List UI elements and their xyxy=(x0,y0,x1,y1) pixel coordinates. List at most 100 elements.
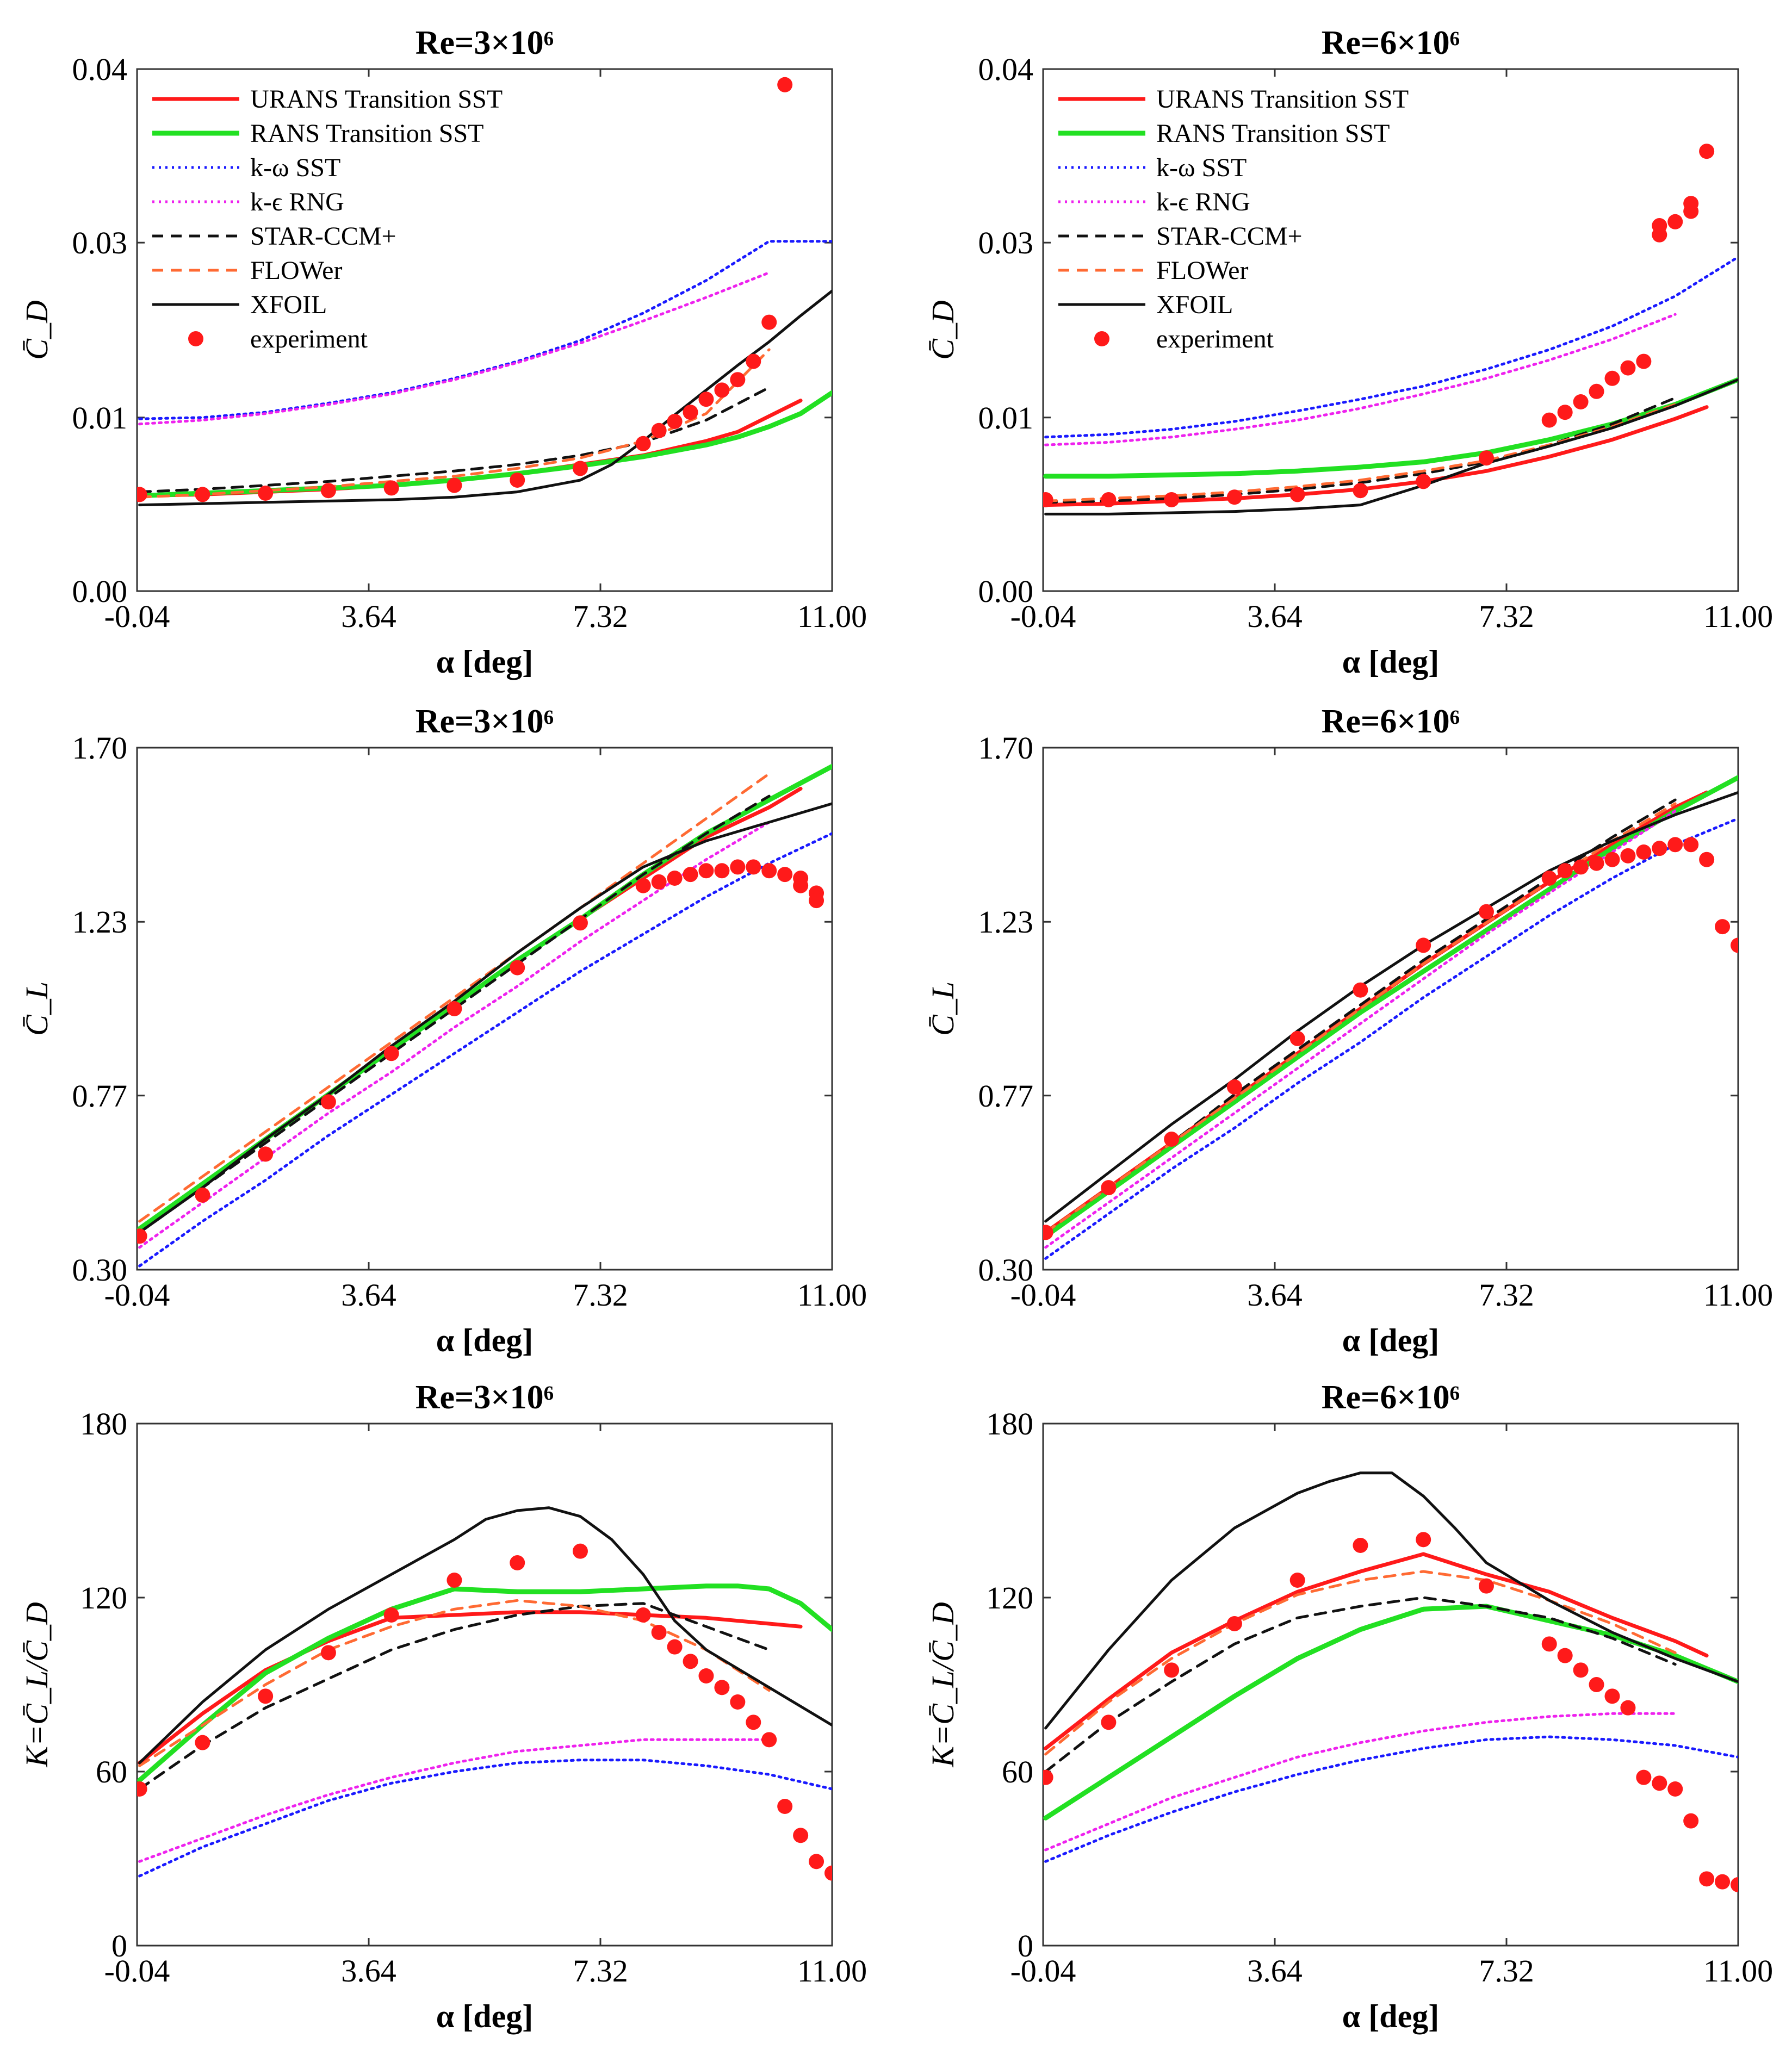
series-line-k-rng xyxy=(138,1738,771,1863)
experiment-point xyxy=(1289,1030,1305,1046)
series-line-k-rng xyxy=(138,821,771,1249)
experiment-point xyxy=(1557,405,1573,420)
x-tick-label: 3.64 xyxy=(1247,1277,1303,1313)
experiment-point xyxy=(1715,1874,1731,1890)
experiment-point xyxy=(1541,1636,1557,1652)
y-tick-label: 1.70 xyxy=(978,730,1034,766)
series-group xyxy=(137,763,832,1268)
legend-label: k-ω SST xyxy=(1156,153,1247,182)
experiment-point xyxy=(1573,394,1589,409)
x-tick-label: 11.00 xyxy=(1703,1953,1773,1989)
experiment-point xyxy=(730,859,746,875)
series-group xyxy=(137,77,832,507)
experiment-point xyxy=(1557,863,1573,879)
experiment-point xyxy=(510,1555,525,1570)
experiment-point xyxy=(1164,492,1180,507)
experiment-point xyxy=(1043,1225,1053,1240)
y-tick-label: 120 xyxy=(80,1580,127,1616)
experiment-point xyxy=(793,878,809,893)
experiment-point xyxy=(1604,370,1620,386)
series-line-k-sst xyxy=(138,240,832,420)
experiment-point xyxy=(1652,841,1667,856)
x-tick-label: 7.32 xyxy=(1479,1277,1534,1313)
series-line-rans-transition-sst xyxy=(1043,377,1738,479)
experiment-point xyxy=(1164,1662,1180,1678)
experiment-point xyxy=(1226,1616,1242,1631)
series-line-urans-transition-sst xyxy=(138,1610,803,1765)
legend-label: k-ω SST xyxy=(250,153,340,182)
chart-panel-1: -0.04 3.64 7.32 11.00 0.00 0.01 0.03 0.04 α [deg… xyxy=(19,24,867,680)
experiment-point xyxy=(1353,1538,1368,1553)
experiment-point xyxy=(137,1781,147,1797)
experiment-point xyxy=(1620,360,1636,376)
experiment-point xyxy=(1652,218,1667,233)
experiment-point xyxy=(1101,492,1117,507)
series-line-rans-transition-sst xyxy=(1043,775,1738,1239)
y-tick-label: 1.23 xyxy=(978,904,1034,940)
x-tick-label: 11.00 xyxy=(1703,599,1773,634)
y-tick-label: 0.04 xyxy=(72,52,128,87)
experiment-point xyxy=(1683,196,1699,212)
legend-label: URANS Transition SST xyxy=(1156,85,1409,114)
series-line-star-ccm- xyxy=(1044,1596,1677,1773)
x-tick-label: -0.04 xyxy=(1010,599,1076,634)
legend-label: XFOIL xyxy=(250,290,327,319)
experiment-point xyxy=(447,1001,462,1016)
experiment-point xyxy=(195,1187,210,1203)
experiment-point xyxy=(1715,919,1731,935)
chart-title: Re=3×10⁶ xyxy=(416,1379,554,1416)
experiment-point xyxy=(195,1735,210,1750)
experiment-point xyxy=(824,1865,832,1881)
x-tick-label: 7.32 xyxy=(573,1953,628,1989)
y-axis-label-1: C̄_D xyxy=(19,300,54,360)
experiment-point xyxy=(746,353,761,369)
experiment-point xyxy=(320,1645,336,1661)
legend-label: RANS Transition SST xyxy=(1156,119,1390,148)
x-tick-label: 7.32 xyxy=(1479,599,1534,634)
series-line-k-sst xyxy=(138,1759,832,1878)
y-tick-label: 0.03 xyxy=(72,225,128,260)
x-tick-label: -0.04 xyxy=(1010,1277,1076,1313)
x-tick-label: -0.04 xyxy=(1010,1953,1076,1989)
experiment-point xyxy=(777,867,793,883)
experiment-point xyxy=(1683,837,1699,853)
experiment-point xyxy=(1557,1648,1573,1663)
y-axis-label-3: C̄_L xyxy=(19,981,54,1036)
experiment-point xyxy=(667,414,683,429)
experiment-point xyxy=(1573,1662,1589,1678)
experiment-point xyxy=(667,871,683,886)
series-line-rans-transition-sst xyxy=(1043,1604,1738,1821)
x-tick-label: 11.00 xyxy=(797,599,867,634)
experiment-point xyxy=(1699,144,1715,159)
plot-area xyxy=(1042,747,1739,1271)
x-axis-label: α [deg] xyxy=(1342,1322,1439,1358)
experiment-point xyxy=(1478,1578,1494,1594)
experiment-point xyxy=(635,436,651,451)
legend-label: STAR-CCM+ xyxy=(250,222,396,251)
experiment-point xyxy=(698,1668,714,1684)
x-tick-label: 11.00 xyxy=(797,1953,867,1989)
legend-label: k-ϵ RNG xyxy=(250,188,344,216)
plot-area xyxy=(136,68,833,592)
experiment-point xyxy=(1604,852,1620,867)
x-tick-label: 7.32 xyxy=(573,1277,628,1313)
y-axis-label-6: K=C̄_L/C̄_D xyxy=(925,1602,960,1768)
experiment-point xyxy=(1541,871,1557,886)
experiment-point xyxy=(195,487,210,502)
experiment-point xyxy=(809,1854,824,1869)
x-tick-label: 3.64 xyxy=(341,1953,396,1989)
experiment-point xyxy=(730,372,746,388)
x-tick-label: 11.00 xyxy=(797,1277,867,1313)
plot-area xyxy=(1042,1422,1739,1947)
x-axis-label: α [deg] xyxy=(436,1998,533,2034)
experiment-point xyxy=(1226,489,1242,505)
experiment-point xyxy=(635,1607,651,1623)
series-line-xfoil xyxy=(138,1506,832,1765)
chart-title: Re=6×10⁶ xyxy=(1322,703,1460,740)
legend-label: k-ϵ RNG xyxy=(1156,188,1250,216)
chart-panel-5: -0.04 3.64 7.32 11.00 0 60 120 180 α [deg] K=C̄_L… xyxy=(19,1379,867,2034)
experiment-point xyxy=(809,893,824,909)
experiment-point xyxy=(320,1094,336,1110)
y-axis-label-4: C̄_L xyxy=(925,981,960,1036)
y-tick-label: 0.01 xyxy=(978,400,1034,436)
